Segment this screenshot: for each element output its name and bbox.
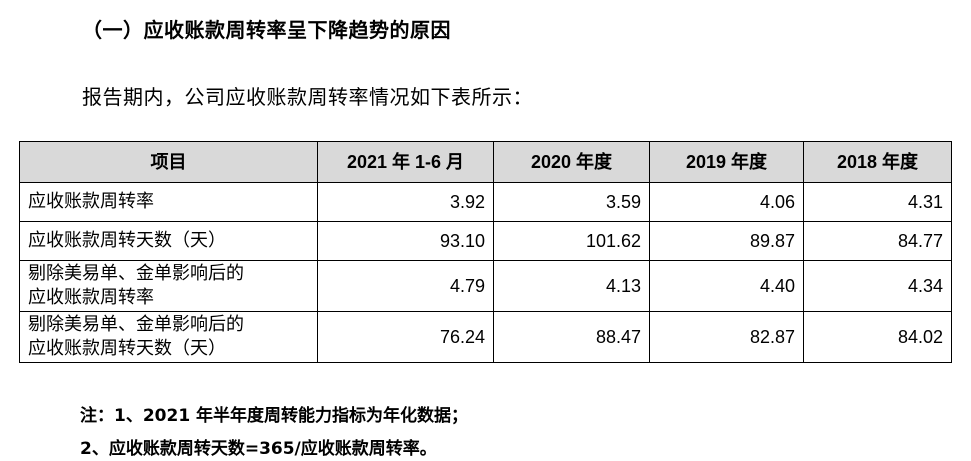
row-label-line: 剔除美易单、金单影响后的 — [28, 314, 244, 335]
row-label: 剔除美易单、金单影响后的 应收账款周转率 — [19, 260, 318, 312]
row-label-line: 应收账款周转率 — [28, 287, 154, 308]
row-label-line: 应收账款周转天数（天） — [28, 338, 226, 359]
header-2020: 2020 年度 — [493, 141, 650, 183]
cell-value: 84.02 — [803, 311, 952, 363]
cell-value: 3.92 — [317, 182, 494, 222]
header-2019: 2019 年度 — [649, 141, 804, 183]
row-label: 剔除美易单、金单影响后的 应收账款周转天数（天） — [19, 311, 318, 363]
cell-value: 93.10 — [317, 221, 494, 261]
turnover-table: 项目 2021 年 1-6 月 2020 年度 2019 年度 2018 年度 … — [19, 141, 952, 363]
header-2018: 2018 年度 — [803, 141, 952, 183]
cell-value: 82.87 — [649, 311, 804, 363]
cell-value: 4.06 — [649, 182, 804, 222]
table-row: 剔除美易单、金单影响后的 应收账款周转天数（天） 76.24 88.47 82.… — [19, 311, 952, 363]
cell-value: 88.47 — [493, 311, 650, 363]
intro-paragraph: 报告期内，公司应收账款周转率情况如下表所示： — [82, 85, 533, 109]
cell-value: 76.24 — [317, 311, 494, 363]
row-label-line: 剔除美易单、金单影响后的 — [28, 263, 244, 284]
footnote-2: 2、应收账款周转天数=365/应收账款周转率。 — [80, 439, 437, 459]
section-heading: （一）应收账款周转率呈下降趋势的原因 — [82, 18, 451, 42]
row-label: 应收账款周转天数（天） — [19, 221, 318, 261]
cell-value: 4.79 — [317, 260, 494, 312]
cell-value: 3.59 — [493, 182, 650, 222]
cell-value: 4.34 — [803, 260, 952, 312]
cell-value: 101.62 — [493, 221, 650, 261]
header-2021h1: 2021 年 1-6 月 — [317, 141, 494, 183]
table-row: 剔除美易单、金单影响后的 应收账款周转率 4.79 4.13 4.40 4.34 — [19, 260, 952, 312]
cell-value: 84.77 — [803, 221, 952, 261]
footnote-1: 注：1、2021 年半年度周转能力指标为年化数据； — [80, 406, 469, 426]
table-row: 应收账款周转率 3.92 3.59 4.06 4.31 — [19, 182, 952, 222]
cell-value: 4.13 — [493, 260, 650, 312]
row-label: 应收账款周转率 — [19, 182, 318, 222]
table-row: 应收账款周转天数（天） 93.10 101.62 89.87 84.77 — [19, 221, 952, 261]
cell-value: 4.31 — [803, 182, 952, 222]
cell-value: 89.87 — [649, 221, 804, 261]
cell-value: 4.40 — [649, 260, 804, 312]
header-item: 项目 — [19, 141, 318, 183]
table-header-row: 项目 2021 年 1-6 月 2020 年度 2019 年度 2018 年度 — [19, 141, 952, 183]
